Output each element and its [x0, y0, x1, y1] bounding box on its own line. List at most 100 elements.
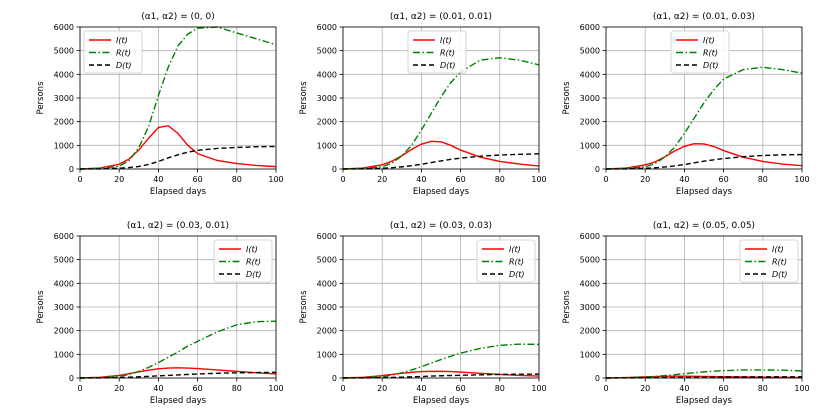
y-tick-label: 0 — [332, 374, 337, 383]
x-tick-label: 40 — [679, 384, 689, 393]
legend-label: D(t) — [703, 61, 719, 70]
x-axis-label: Elapsed days — [676, 187, 733, 197]
x-tick-label: 0 — [77, 384, 82, 393]
y-tick-label: 5000 — [54, 47, 74, 56]
x-axis-label: Elapsed days — [676, 396, 733, 406]
x-tick-label: 80 — [758, 384, 768, 393]
subplot-6: 0 20 40 60 80 1000100020003000400050006000(α1… — [562, 221, 810, 406]
y-tick-label: 6000 — [54, 232, 74, 241]
subplot-2: 0 20 40 60 80 1000100020003000400050006000(α1… — [299, 12, 547, 197]
x-tick-label: 40 — [153, 384, 163, 393]
y-axis-label: Persons — [562, 290, 572, 324]
y-tick-label: 2000 — [580, 118, 600, 127]
legend-label: D(t) — [116, 61, 132, 70]
y-axis-label: Persons — [299, 81, 309, 115]
series-line-2 — [605, 369, 803, 379]
legend-label: R(t) — [509, 258, 524, 267]
legend-box — [407, 30, 467, 74]
x-axis-label: Elapsed days — [413, 187, 470, 197]
y-tick-label: 1000 — [580, 141, 600, 150]
y-tick-label: 3000 — [54, 94, 74, 103]
y-tick-label: 5000 — [317, 47, 337, 56]
y-tick-label: 5000 — [580, 47, 600, 56]
y-tick-label: 3000 — [54, 303, 74, 312]
y-tick-label: 1000 — [317, 350, 337, 359]
y-tick-label: 0 — [332, 165, 337, 174]
x-tick-label: 100 — [794, 384, 809, 393]
y-tick-label: 2000 — [580, 327, 600, 336]
legend-label: D(t) — [440, 61, 456, 70]
x-tick-label: 100 — [531, 384, 546, 393]
y-tick-label: 4000 — [54, 279, 74, 288]
series-line-2 — [79, 320, 277, 379]
y-axis-label: Persons — [36, 290, 46, 324]
x-tick-label: 20 — [114, 384, 124, 393]
y-tick-label: 0 — [595, 165, 600, 174]
series-line-3 — [79, 371, 277, 379]
y-tick-label: 4000 — [580, 70, 600, 79]
series-line-1 — [342, 140, 540, 170]
legend: I(t) R(t) D(t) — [407, 30, 467, 74]
legend: I(t) R(t) D(t) — [476, 239, 536, 283]
legend-label: R(t) — [772, 258, 787, 267]
x-tick-label: 20 — [377, 384, 387, 393]
x-tick-label: 20 — [640, 384, 650, 393]
y-axis-label: Persons — [36, 81, 46, 115]
x-tick-label: 0 — [77, 175, 82, 184]
legend-label: R(t) — [440, 49, 455, 58]
x-tick-label: 0 — [340, 175, 345, 184]
chart-title: (α1, α2) = (0.01, 0.03) — [653, 12, 755, 22]
y-tick-label: 2000 — [317, 327, 337, 336]
chart-title: (α1, α2) = (0.05, 0.05) — [653, 221, 755, 231]
x-tick-label: 0 — [603, 384, 608, 393]
y-tick-label: 4000 — [580, 279, 600, 288]
x-tick-label: 60 — [456, 384, 466, 393]
x-tick-label: 60 — [719, 384, 729, 393]
y-tick-label: 3000 — [580, 303, 600, 312]
y-tick-label: 0 — [69, 165, 74, 174]
legend-box — [476, 239, 536, 283]
series-line-1 — [342, 370, 540, 379]
series-line-2 — [605, 66, 803, 170]
x-tick-label: 80 — [232, 384, 242, 393]
y-tick-label: 6000 — [317, 232, 337, 241]
x-axis-label: Elapsed days — [150, 396, 207, 406]
subplot-3: 0 20 40 60 80 1000100020003000400050006000(α1… — [562, 12, 810, 197]
x-tick-label: 60 — [456, 175, 466, 184]
x-axis-label: Elapsed days — [150, 187, 207, 197]
y-tick-label: 5000 — [317, 256, 337, 265]
y-tick-label: 3000 — [317, 303, 337, 312]
x-tick-label: 80 — [495, 175, 505, 184]
subplot-1: 0 20 40 60 80 1000100020003000400050006000(α1… — [36, 12, 284, 197]
x-tick-label: 20 — [640, 175, 650, 184]
x-tick-label: 60 — [719, 175, 729, 184]
chart-title: (α1, α2) = (0.03, 0.01) — [127, 221, 229, 231]
legend-box — [213, 239, 273, 283]
y-axis-label: Persons — [562, 81, 572, 115]
legend-label: I(t) — [772, 245, 784, 254]
y-tick-label: 0 — [69, 374, 74, 383]
y-tick-label: 1000 — [54, 350, 74, 359]
series-line-3 — [342, 373, 540, 379]
x-tick-label: 0 — [340, 384, 345, 393]
x-tick-label: 20 — [114, 175, 124, 184]
y-tick-label: 3000 — [580, 94, 600, 103]
subplot-5: 0 20 40 60 80 1000100020003000400050006000(α1… — [299, 221, 547, 406]
x-tick-label: 80 — [495, 384, 505, 393]
legend-label: I(t) — [509, 245, 521, 254]
y-tick-label: 6000 — [54, 23, 74, 32]
x-tick-label: 0 — [603, 175, 608, 184]
y-tick-label: 4000 — [54, 70, 74, 79]
x-tick-label: 80 — [232, 175, 242, 184]
subplot-4: 0 20 40 60 80 1000100020003000400050006000(α1… — [36, 221, 284, 406]
series-line-1 — [605, 142, 803, 170]
y-tick-label: 5000 — [580, 256, 600, 265]
y-tick-label: 2000 — [54, 118, 74, 127]
x-tick-label: 100 — [794, 175, 809, 184]
series-line-2 — [342, 57, 540, 170]
x-tick-label: 60 — [193, 384, 203, 393]
legend-label: D(t) — [772, 270, 788, 279]
series-line-2 — [79, 26, 277, 170]
x-tick-label: 80 — [758, 175, 768, 184]
